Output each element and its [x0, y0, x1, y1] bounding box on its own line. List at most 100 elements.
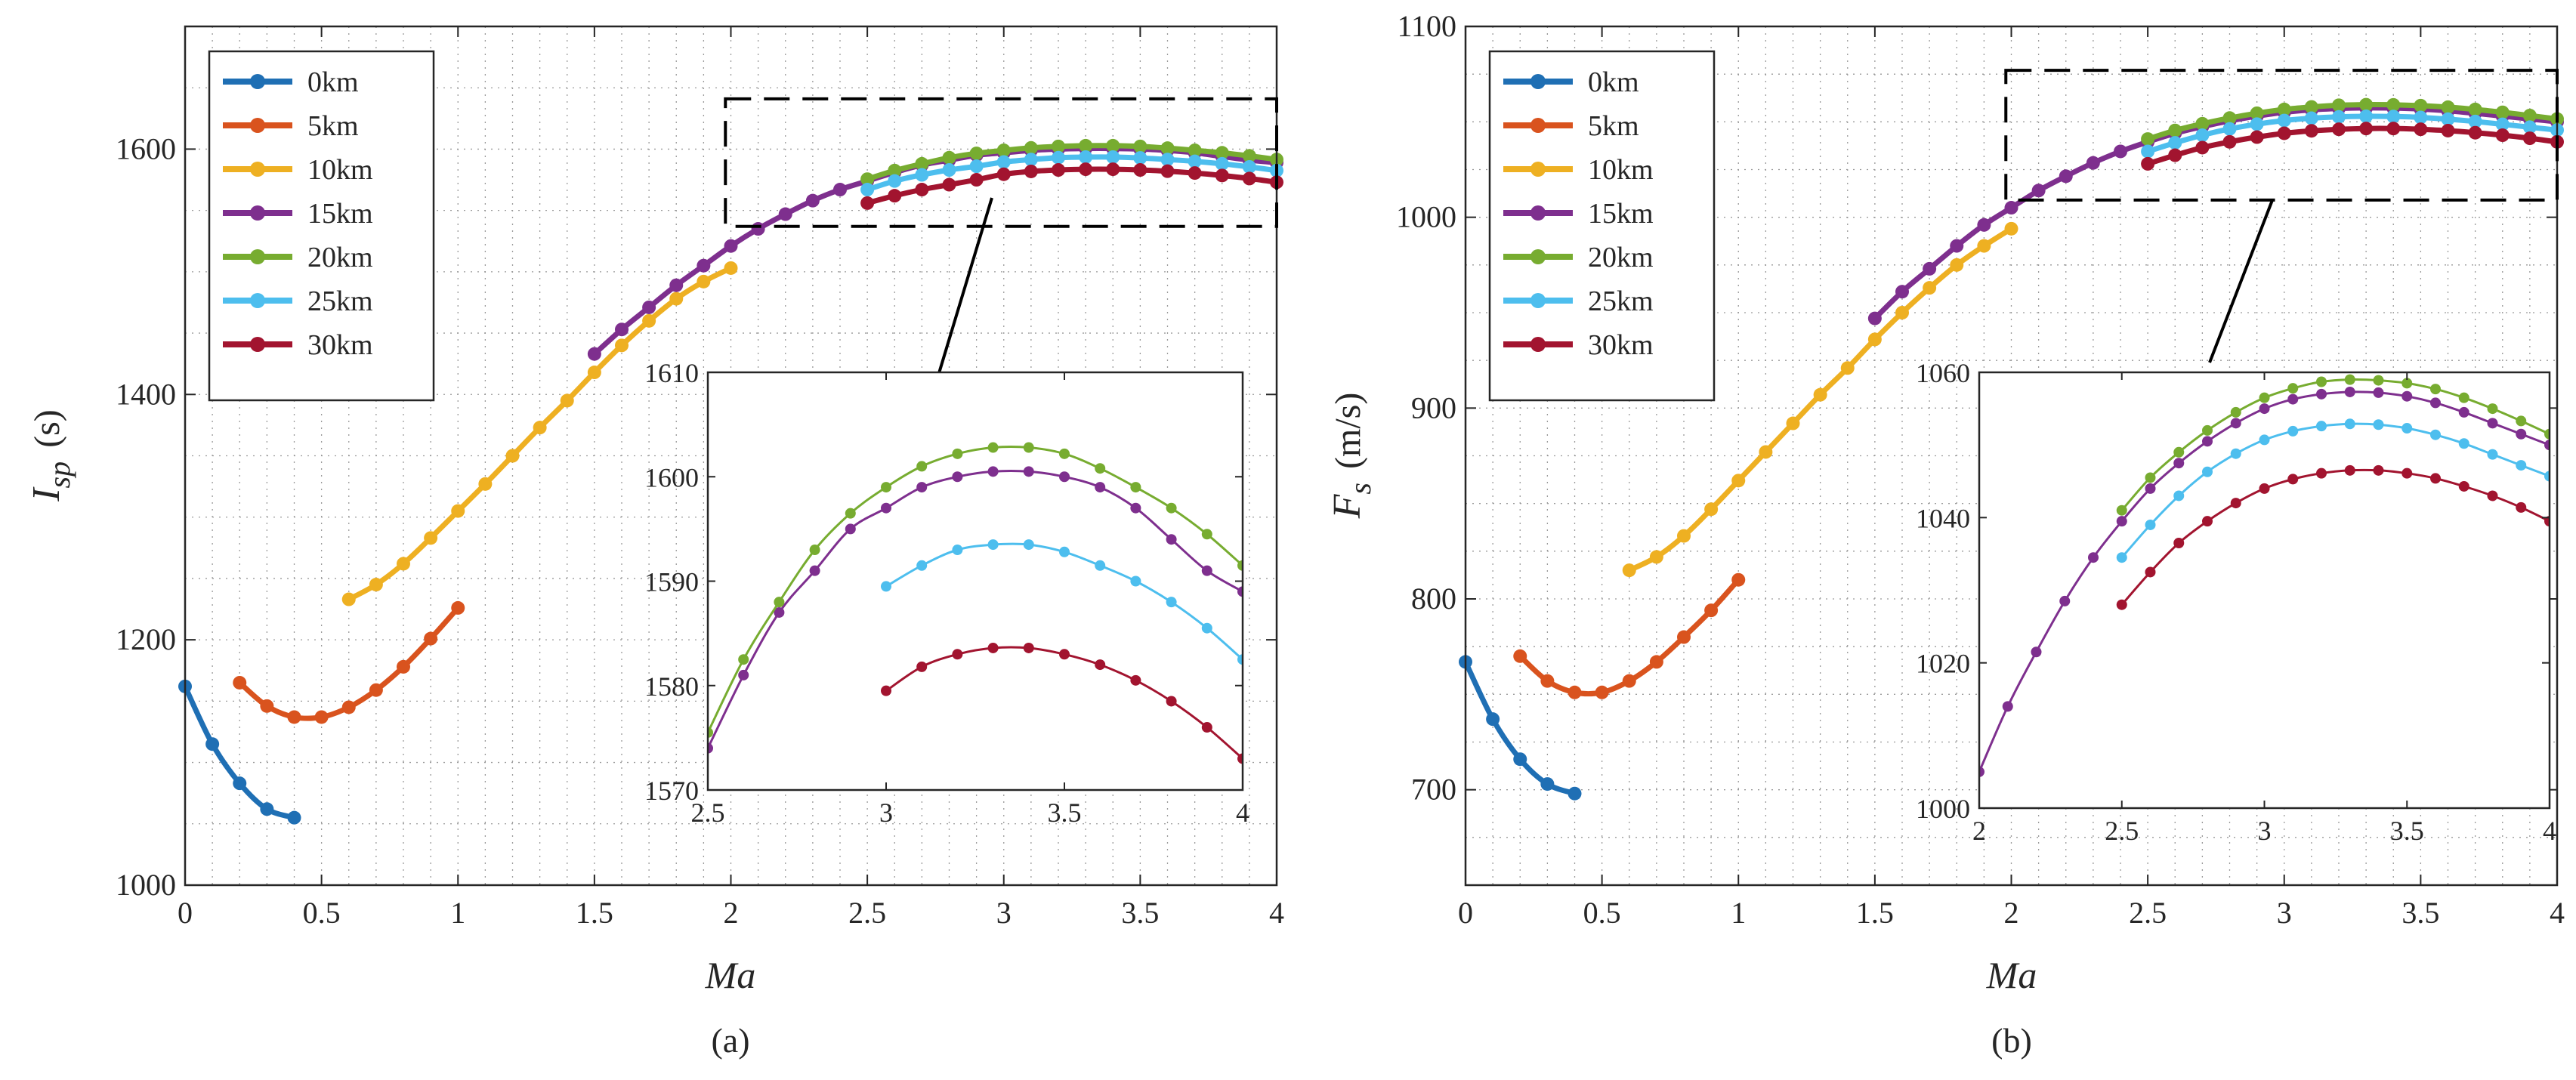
data-point-10km: [642, 313, 656, 328]
x-tick-label: 2.5: [2105, 816, 2139, 846]
series-line-20km: [864, 143, 1280, 182]
data-point-30km: [2287, 474, 2299, 485]
data-point-10km: [587, 366, 601, 380]
x-axis-label: Ma: [705, 954, 756, 996]
legend-marker-5km: [250, 118, 265, 133]
series-15km: [1979, 386, 2550, 777]
data-point-25km: [2516, 460, 2527, 471]
data-point-30km: [1079, 162, 1093, 177]
data-point-30km: [942, 177, 956, 192]
data-point-20km: [2516, 415, 2527, 427]
data-point-10km: [1622, 563, 1636, 578]
data-point-15km: [2059, 169, 2073, 184]
data-point-25km: [1237, 654, 1243, 665]
data-point-30km: [2332, 122, 2346, 137]
data-point-30km: [1201, 722, 1212, 733]
data-point-20km: [1023, 442, 1034, 453]
data-point-20km: [2359, 97, 2374, 112]
data-point-15km: [2430, 397, 2441, 409]
x-tick-label: 4: [2550, 896, 2565, 930]
data-point-20km: [916, 461, 928, 472]
data-point-25km: [969, 159, 984, 174]
data-point-15km: [833, 183, 847, 197]
data-point-10km: [1923, 281, 1937, 295]
y-tick-label: 900: [1411, 390, 1456, 424]
data-point-30km: [881, 685, 891, 696]
data-point-20km: [1052, 139, 1065, 153]
inset-plot-area: [708, 372, 1243, 790]
data-point-0km: [233, 776, 247, 791]
data-point-20km: [738, 654, 749, 665]
data-point-20km: [996, 143, 1011, 158]
zoom-box: [2004, 69, 2559, 202]
data-point-30km: [2250, 130, 2264, 144]
data-point-20km: [2316, 376, 2327, 387]
data-point-15km: [805, 193, 820, 208]
data-point-15km: [881, 502, 891, 514]
data-point-20km: [2414, 98, 2428, 113]
data-point-10km: [397, 557, 410, 571]
x-tick-label: 4: [2543, 816, 2556, 846]
legend-marker-20km: [1530, 249, 1546, 264]
x-tick-label: 3: [996, 896, 1012, 930]
series-0km: [178, 679, 301, 825]
data-point-20km: [2287, 383, 2299, 394]
series-25km: [860, 150, 1283, 197]
y-axis-label: Isp (s): [25, 409, 76, 502]
data-point-30km: [2277, 126, 2291, 140]
data-point-30km: [1130, 674, 1141, 686]
x-tick-label: 0.5: [1583, 896, 1621, 930]
legend-label-25km: 25km: [1588, 285, 1654, 317]
data-point-25km: [916, 560, 928, 571]
series-10km: [1622, 221, 2018, 578]
series-20km: [2141, 97, 2564, 147]
data-point-30km: [2414, 122, 2428, 137]
data-point-20km: [2202, 424, 2213, 436]
legend: 0km 5km 10km 15km 20km 25km 30km: [1488, 50, 1716, 402]
legend-label-15km: 15km: [1588, 198, 1654, 230]
data-point-30km: [2430, 473, 2441, 484]
data-point-10km: [669, 292, 684, 306]
y-tick-label: 1020: [1916, 649, 1970, 679]
data-point-15km: [1950, 239, 1964, 253]
data-point-20km: [2259, 392, 2270, 403]
data-point-15km: [2004, 201, 2018, 215]
data-point-30km: [1188, 166, 1202, 181]
data-point-0km: [1486, 712, 1500, 727]
legend-label-10km: 10km: [1588, 154, 1654, 186]
data-point-0km: [287, 810, 301, 825]
data-point-15km: [2344, 386, 2355, 397]
data-point-0km: [1540, 777, 1555, 791]
data-point-10km: [341, 592, 356, 606]
data-point-30km: [2304, 124, 2318, 138]
y-axis-label-subscript: sp: [42, 461, 76, 489]
data-point-30km: [2401, 467, 2413, 479]
y-tick-label: 800: [1411, 582, 1456, 616]
data-point-15km: [1201, 565, 1212, 576]
inset-panel: 2 2.5 3 3.5 4 1000 1020 1040 1060: [1916, 358, 2556, 846]
data-point-20km: [1188, 143, 1202, 158]
data-point-25km: [1059, 546, 1070, 557]
data-point-20km: [942, 150, 956, 165]
data-point-20km: [2116, 505, 2127, 516]
series-25km: [881, 539, 1243, 665]
series-line-20km: [2145, 102, 2560, 142]
data-point-25km: [1160, 153, 1175, 167]
x-tick-label: 4: [1236, 798, 1249, 828]
y-tick-label: 1040: [1916, 503, 1970, 533]
data-point-15km: [587, 347, 601, 361]
data-point-30km: [1215, 168, 1229, 183]
series-30km: [860, 162, 1283, 210]
y-tick-label: 1100: [1397, 9, 1456, 43]
data-point-10km: [1950, 258, 1964, 272]
data-point-25km: [915, 168, 929, 182]
data-point-25km: [1133, 151, 1147, 165]
data-point-15km: [1895, 285, 1909, 299]
x-tick-label: 1: [1731, 896, 1746, 930]
data-point-25km: [2287, 425, 2299, 437]
legend: 0km 5km 10km 15km 20km 25km 30km: [208, 50, 435, 402]
data-point-20km: [1166, 502, 1177, 514]
data-point-30km: [2168, 148, 2182, 162]
y-tick-label: 1600: [116, 131, 176, 165]
data-point-30km: [2116, 599, 2127, 610]
